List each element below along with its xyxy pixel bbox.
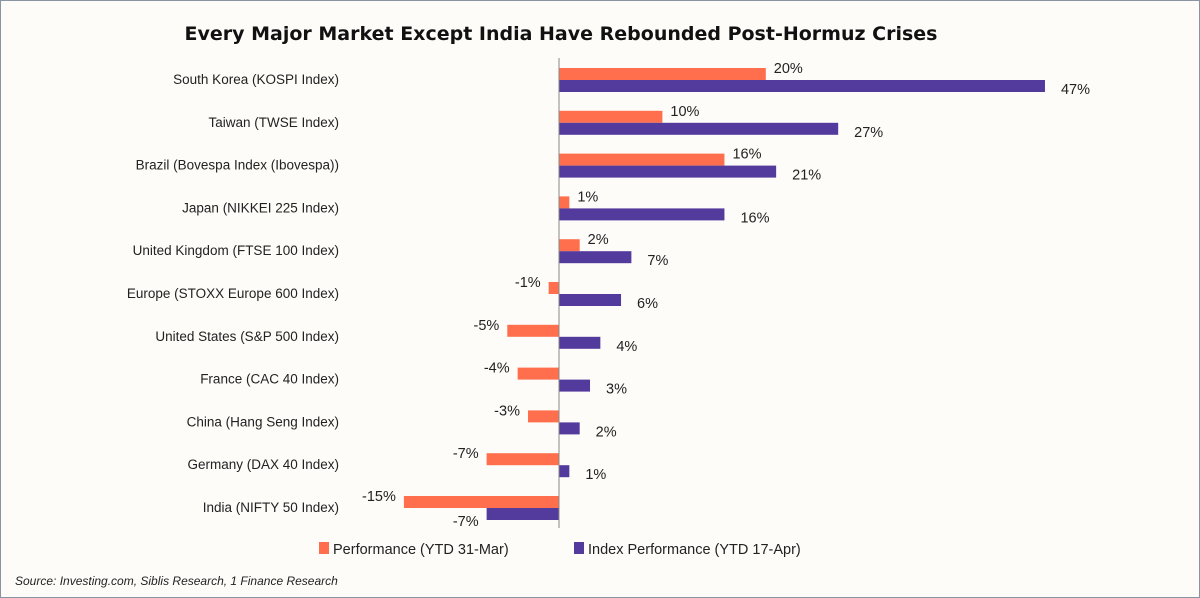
- bar-index-performance: [559, 422, 580, 435]
- bar-index-performance: [559, 251, 632, 264]
- bar-index-performance: [559, 122, 839, 135]
- category-label: United States (S&P 500 Index): [155, 329, 339, 344]
- data-label: -5%: [474, 318, 500, 334]
- data-label: 1%: [585, 467, 606, 483]
- bar-index-performance: [559, 336, 601, 349]
- bar-index-performance: [559, 379, 591, 392]
- bar-performance: [559, 110, 663, 123]
- bar-performance: [559, 239, 580, 252]
- data-label: 7%: [647, 253, 668, 269]
- data-label: 2%: [596, 424, 617, 440]
- legend-swatch-performance: [319, 542, 329, 554]
- data-label: 27%: [854, 125, 883, 141]
- legend-label-index-performance: Index Performance (YTD 17-Apr): [588, 542, 801, 558]
- category-label: South Korea (KOSPI Index): [173, 72, 339, 87]
- bar-index-performance: [559, 80, 1045, 92]
- chart-title: Every Major Market Except India Have Reb…: [185, 23, 938, 45]
- category-label: Brazil (Bovespa Index (Ibovespa)): [136, 158, 339, 173]
- bar-performance: [507, 324, 559, 337]
- category-label: France (CAC 40 Index): [200, 372, 339, 387]
- bar-performance: [403, 496, 559, 508]
- category-label: China (Hang Seng Index): [187, 414, 339, 429]
- bar-performance: [486, 453, 559, 466]
- data-label: -1%: [515, 275, 541, 291]
- bar-index-performance: [559, 165, 777, 178]
- legend-label-performance: Performance (YTD 31-Mar): [333, 542, 509, 558]
- data-label: 2%: [588, 232, 609, 248]
- category-label: India (NIFTY 50 Index): [203, 500, 339, 515]
- category-label: Europe (STOXX Europe 600 Index): [127, 286, 339, 301]
- data-label: 10%: [670, 104, 699, 120]
- bar-index-performance: [559, 294, 622, 306]
- data-label: -15%: [362, 489, 396, 505]
- data-label: 6%: [637, 296, 658, 312]
- category-label: Germany (DAX 40 Index): [187, 457, 339, 472]
- category-label: Japan (NIKKEI 225 Index): [182, 200, 339, 215]
- data-label: -7%: [453, 446, 479, 462]
- bar-performance: [559, 68, 766, 80]
- data-label: 21%: [792, 168, 821, 184]
- bar-performance: [548, 282, 559, 294]
- category-label: United Kingdom (FTSE 100 Index): [133, 243, 339, 258]
- data-label: 3%: [606, 382, 627, 398]
- bar-performance: [559, 196, 570, 209]
- bar-index-performance: [486, 508, 559, 520]
- bar-performance: [527, 410, 559, 423]
- bar-performance: [517, 367, 559, 380]
- data-label: -3%: [494, 403, 520, 419]
- data-label: 16%: [740, 210, 769, 226]
- bar-performance: [559, 153, 725, 166]
- data-label: 1%: [577, 189, 598, 205]
- bar-index-performance: [559, 208, 725, 221]
- data-label: 16%: [732, 147, 761, 163]
- legend: Performance (YTD 31-Mar) Index Performan…: [319, 542, 801, 558]
- data-label: -4%: [484, 361, 510, 377]
- legend-swatch-index-performance: [574, 542, 584, 554]
- source-note: Source: Investing.com, Siblis Research, …: [15, 574, 338, 588]
- data-label: 47%: [1061, 82, 1090, 98]
- data-label: 4%: [616, 339, 637, 355]
- category-label: Taiwan (TWSE Index): [208, 115, 339, 130]
- data-label: 20%: [774, 61, 803, 77]
- bar-index-performance: [559, 465, 570, 478]
- data-label: -7%: [453, 514, 479, 530]
